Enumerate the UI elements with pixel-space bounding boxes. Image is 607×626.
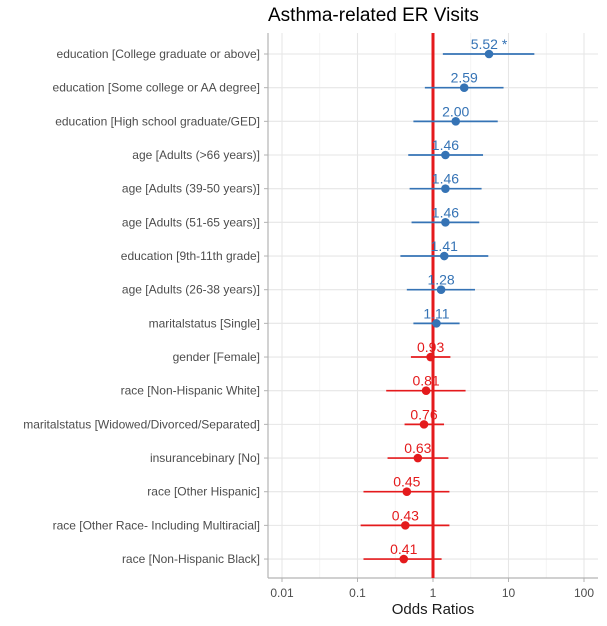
row-labels: education [College graduate or above] edu… xyxy=(23,47,268,566)
estimate-point xyxy=(399,554,409,564)
value-label: 0.45 xyxy=(393,474,420,490)
row-label: race [Non-Hispanic White] xyxy=(121,384,260,398)
x-tick-label: 0.1 xyxy=(349,586,366,600)
value-label: 1.46 xyxy=(432,171,459,187)
row-label: education [9th-11th grade] xyxy=(121,249,260,263)
row-label: education [Some college or AA degree] xyxy=(53,81,260,95)
value-label: 1.41 xyxy=(431,238,458,254)
value-label: 1.46 xyxy=(432,137,459,153)
value-label: 1.46 xyxy=(432,204,459,220)
estimate-point xyxy=(432,319,441,328)
row-label: maritalstatus [Single] xyxy=(149,316,260,330)
row-label: age [Adults (39-50 years)] xyxy=(122,182,260,196)
estimate-point xyxy=(459,83,469,92)
row-label: race [Non-Hispanic Black] xyxy=(122,552,260,566)
estimate-point xyxy=(421,386,431,396)
value-label: 2.00 xyxy=(442,103,469,119)
value-label: 0.41 xyxy=(390,541,417,557)
estimate-point xyxy=(439,251,449,261)
value-label: 0.43 xyxy=(392,507,419,523)
estimate-point xyxy=(426,352,435,362)
row-label: race [Other Hispanic] xyxy=(147,485,260,499)
estimates: 5.52 * 2.59 2.00 1.46 1.46 1.46 1.41 1.28 1.11 0.… xyxy=(360,36,535,564)
x-tick-label: 0.01 xyxy=(270,586,294,600)
row-label: age [Adults (51-65 years)] xyxy=(122,215,260,229)
estimate-point xyxy=(484,49,494,59)
row-label: education [High school graduate/GED] xyxy=(55,114,260,128)
value-label: 0.63 xyxy=(404,440,431,456)
estimate-point xyxy=(441,184,450,193)
row-label: gender [Female] xyxy=(173,350,260,364)
value-label: 0.93 xyxy=(417,339,444,355)
x-tick-label: 100 xyxy=(574,586,594,600)
value-label: 0.76 xyxy=(410,406,437,422)
estimate-point xyxy=(451,117,461,126)
row-label: maritalstatus [Widowed/Divorced/Separate… xyxy=(23,417,260,431)
x-tick-label: 10 xyxy=(502,586,516,600)
x-tick-label: 1 xyxy=(430,586,437,600)
estimate-point xyxy=(413,453,423,463)
value-label: 1.28 xyxy=(427,272,454,288)
estimate-point xyxy=(436,285,446,294)
x-axis-label: Odds Ratios xyxy=(392,601,475,618)
row-label: insurancebinary [No] xyxy=(150,451,260,465)
value-label: 5.52 * xyxy=(471,36,508,52)
chart-title: Asthma-related ER Visits xyxy=(268,5,479,26)
estimate-point xyxy=(441,218,450,227)
estimate-point xyxy=(402,487,412,497)
estimate-point xyxy=(419,420,429,429)
row-label: age [Adults (26-38 years)] xyxy=(122,283,260,297)
estimate-point xyxy=(441,150,450,160)
row-label: age [Adults (>66 years)] xyxy=(132,148,260,162)
estimate-point xyxy=(401,521,410,530)
row-label: education [College graduate or above] xyxy=(57,47,260,61)
value-label: 2.59 xyxy=(451,70,478,86)
x-ticks: 0.01 0.1 1 10 100 xyxy=(270,578,594,600)
value-label: 1.11 xyxy=(423,305,449,321)
row-label: race [Other Race- Including Multiracial] xyxy=(53,518,260,532)
value-label: 0.81 xyxy=(412,373,439,389)
